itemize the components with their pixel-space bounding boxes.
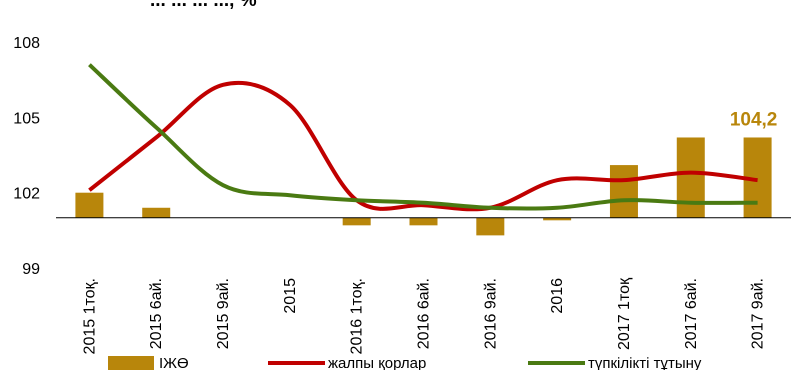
x-tick-label: 2016 9ай.	[482, 278, 499, 349]
gdp-bar	[543, 217, 572, 221]
x-axis: 2015 1тоқ. 2015 6ай. 2015 9ай. 2015 2016 1то…	[81, 277, 766, 354]
gdp-bar	[409, 217, 438, 226]
x-tick-label: 2015 1тоқ.	[81, 278, 98, 354]
x-tick-label: 2015	[282, 278, 299, 314]
legend-label-stocks: жалпы қорлар	[328, 355, 426, 370]
legend-label-gdp: ІЖӨ	[159, 355, 189, 370]
stocks-line	[88, 80, 758, 212]
legend-label-consumption: түпкілікті тұтыну	[588, 355, 702, 370]
x-tick-label: 2017 1тоқ	[616, 277, 633, 350]
gdp-bar	[342, 217, 371, 226]
legend-swatch-gdp	[108, 356, 154, 370]
x-tick-label: 2015 6ай.	[148, 278, 165, 349]
x-tick-label: 2015 9ай.	[215, 278, 232, 349]
legend: ІЖӨ жалпы қорлар түпкілікті тұтыну	[108, 355, 702, 370]
chart-title: ... ... ... ..., %	[150, 0, 257, 11]
y-tick-label: 99	[22, 261, 40, 278]
gdp-bar	[609, 165, 638, 218]
data-label: 104,2	[730, 109, 778, 130]
y-tick-label: 105	[13, 110, 40, 127]
line-series	[88, 63, 758, 212]
gdp-bar	[142, 207, 171, 218]
gdp-bar	[676, 137, 705, 218]
y-tick-label: 102	[13, 186, 40, 203]
x-tick-label: 2017 9ай.	[750, 278, 767, 349]
y-tick-label: 108	[13, 35, 40, 52]
x-tick-label: 2017 6ай.	[683, 278, 700, 349]
x-tick-label: 2016	[549, 278, 566, 314]
gdp-bar	[75, 192, 104, 218]
consumption-line	[88, 63, 758, 211]
x-tick-label: 2016 1тоқ.	[349, 278, 366, 354]
gdp-bar	[476, 217, 505, 236]
x-tick-label: 2016 6ай.	[416, 278, 433, 349]
y-axis: 99 102 105 108	[13, 35, 40, 278]
data-labels: 104,2	[730, 109, 778, 130]
